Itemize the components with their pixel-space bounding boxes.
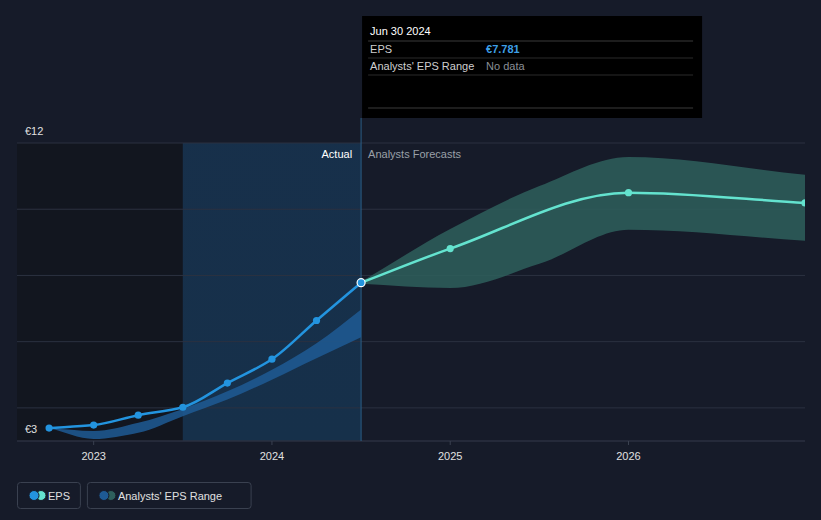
legend-box [87,483,251,509]
x-axis-line [17,441,805,442]
eps-point [224,379,231,386]
tooltip-separator [368,108,693,109]
eps-point [313,317,320,324]
tooltip-key: EPS [370,43,392,55]
grid-line [17,341,805,342]
eps-line [49,283,361,428]
legend-label: EPS [48,490,70,502]
x-tick-label: 2025 [438,450,462,462]
eps-range-band [49,310,361,439]
legend-item: EPS [18,483,81,509]
eps-point [268,356,275,363]
y-tick-label: €12 [25,125,43,137]
tooltip-separator [368,75,693,76]
eps-line [361,193,805,283]
eps-point [179,404,186,411]
tooltip-separator [368,58,693,59]
eps-range-band [361,157,805,288]
tooltip-value: €7.781 [486,43,520,55]
x-tick-label: 2024 [260,450,284,462]
eps-point [135,412,142,419]
annotation: Analysts Forecasts [368,148,461,160]
grid-line [17,407,805,408]
tooltip-title: Jun 30 2024 [370,25,431,37]
past-shade [17,143,183,441]
tooltip-separator [368,41,693,42]
tooltip-value: No data [486,60,525,72]
legend-swatch [29,491,39,501]
eps-point [447,245,454,252]
x-tick [450,441,451,445]
eps-point [45,424,52,431]
eps-point [90,422,97,429]
x-tick [93,441,94,445]
x-tick [628,441,629,445]
legend-item: Analysts' EPS Range [87,483,251,509]
eps-point [801,199,805,206]
x-tick-label: 2023 [81,450,105,462]
legend-label: Analysts' EPS Range [118,490,222,502]
eps-point [625,189,632,196]
x-tick-label: 2026 [616,450,640,462]
chart: €3 €12 2023 2024 2025 2026 Actual Analysts Fore… [0,0,821,520]
legend-swatch [99,491,109,501]
x-tick [271,441,272,445]
legend-box [18,483,81,509]
eps-point [357,279,364,286]
grid-line [17,441,805,442]
tooltip-key: Analysts' EPS Range [370,60,474,72]
eps-point [357,279,365,287]
tooltip-box [362,16,702,118]
tooltip: Jun 30 2024 EPS €7.781 Analysts' EPS Range N… [362,16,702,118]
background [0,0,821,520]
y-tick-label: €3 [25,423,37,435]
grid-line [17,143,805,144]
plot-area [45,157,805,439]
annotation: Actual [322,148,353,160]
recent-shade [183,143,361,441]
